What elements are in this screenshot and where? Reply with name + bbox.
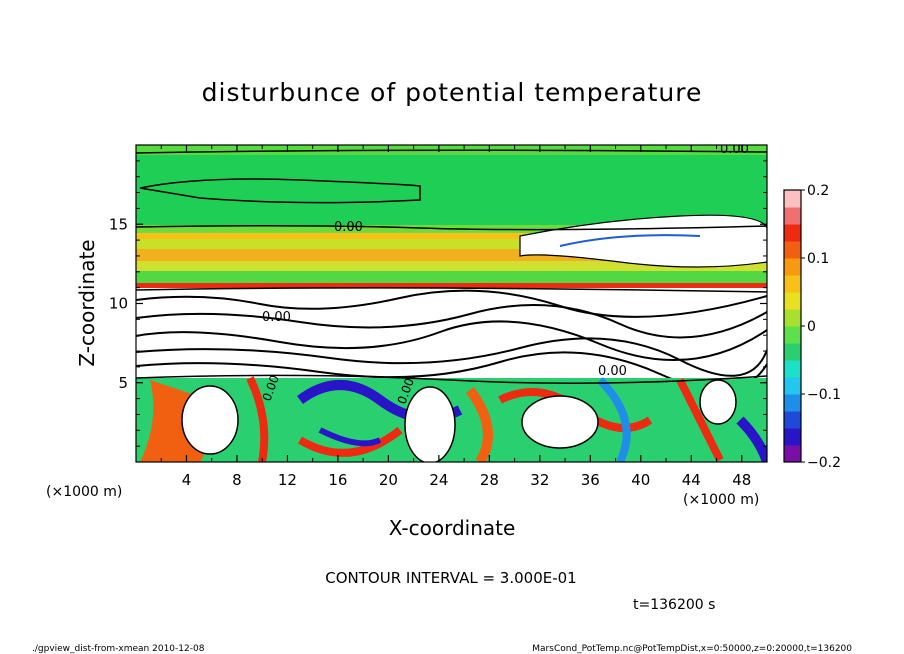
y-tick-label: 10 (109, 295, 128, 313)
x-unit-right: (×1000 m) (683, 492, 759, 508)
colorbar-tick-label: 0 (807, 319, 816, 335)
contour-label: 0.00 (598, 364, 627, 379)
colorbar-swatch (784, 224, 801, 242)
x-tick-label: 4 (182, 471, 192, 489)
x-unit-left: (×1000 m) (46, 484, 122, 500)
colorbar-swatch (784, 343, 801, 361)
x-tick-label: 8 (232, 471, 242, 489)
colorbar-swatch (784, 360, 801, 378)
colorbar-swatch (784, 326, 801, 344)
contour-interval-text: CONTOUR INTERVAL = 3.000E-01 (325, 569, 576, 587)
colorbar-swatch (784, 258, 801, 276)
contour-label: 0.00 (262, 310, 291, 325)
x-tick-label: 40 (631, 471, 650, 489)
colorbar-swatch (784, 394, 801, 412)
footer-left: ./gpview_dist-from-xmean 2010-12-08 (32, 644, 205, 654)
colorbar-tick-label: 0.1 (807, 251, 829, 267)
x-tick-label: 24 (429, 471, 448, 489)
colorbar-swatch (784, 190, 801, 208)
contour-label: 0.00 (334, 220, 363, 235)
x-tick-label: 48 (732, 471, 751, 489)
colorbar-tick-label: −0.1 (807, 387, 841, 403)
time-text: t=136200 s (633, 597, 715, 613)
x-axis-label: X-coordinate (389, 516, 516, 540)
x-tick-label: 36 (581, 471, 600, 489)
colorbar-swatch (784, 428, 801, 446)
plot-area: 0.00 0.00 0.00 0.00 0.00 0.00 (136, 142, 767, 462)
colorbar-swatch (784, 377, 801, 395)
x-tick-label: 44 (682, 471, 701, 489)
colorbar-swatch (784, 275, 801, 293)
y-axis-label: Z-coordinate (75, 239, 99, 366)
colorbar: 0.2 0.1 0 −0.1 −0.2 (783, 183, 841, 471)
contour-label: 0.00 (720, 142, 749, 157)
y-tick-label: 15 (109, 215, 128, 233)
colorbar-swatch (784, 445, 801, 463)
colorbar-swatch (784, 292, 801, 310)
colorbar-tick-label: 0.2 (807, 183, 829, 199)
x-tick-label: 16 (328, 471, 347, 489)
colorbar-swatch (784, 411, 801, 429)
x-tick-label: 12 (278, 471, 297, 489)
colorbar-swatch (784, 241, 801, 259)
x-tick-label: 28 (480, 471, 499, 489)
colorbar-swatch (784, 309, 801, 327)
colorbar-tick-label: −0.2 (807, 455, 841, 471)
x-tick-label: 20 (379, 471, 398, 489)
y-tick-label: 5 (118, 374, 128, 392)
x-tick-label: 32 (530, 471, 549, 489)
chart-title: disturbunce of potential temperature (202, 78, 703, 107)
colorbar-swatch (784, 207, 801, 225)
footer-right: MarsCond_PotTemp.nc@PotTempDist,x=0:5000… (532, 644, 852, 654)
